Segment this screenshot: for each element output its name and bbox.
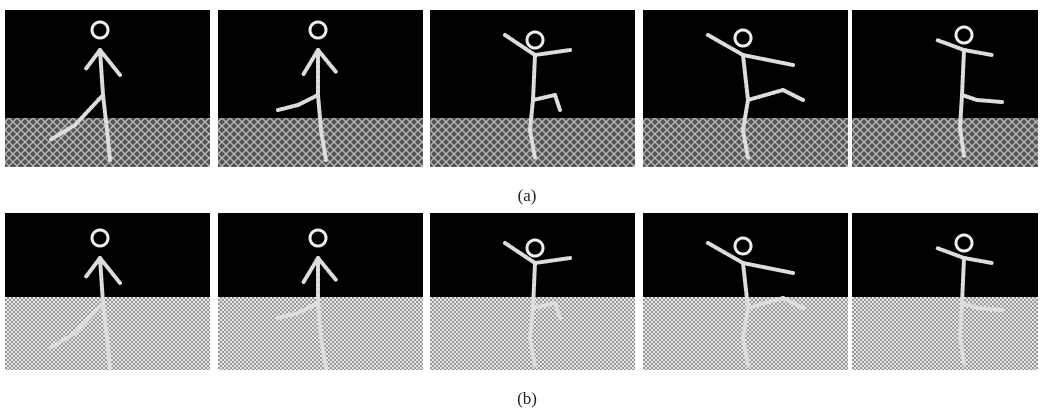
image-panel bbox=[643, 10, 848, 167]
image-panel bbox=[852, 213, 1038, 370]
floor bbox=[852, 297, 1038, 370]
image-panel bbox=[430, 213, 635, 370]
figure: (a) (b) bbox=[0, 0, 1044, 413]
image-panel bbox=[218, 10, 423, 167]
caption: (a) bbox=[518, 186, 537, 205]
skeleton-bone bbox=[977, 100, 1002, 102]
image-panel bbox=[218, 213, 423, 370]
skeleton-bone bbox=[533, 55, 535, 100]
caption: (b) bbox=[517, 389, 537, 408]
skeleton-bone bbox=[962, 50, 964, 95]
floor bbox=[852, 118, 1038, 167]
image-panel bbox=[5, 10, 210, 167]
image-panel bbox=[430, 10, 635, 167]
image-panel bbox=[852, 10, 1038, 167]
skeleton-bone bbox=[960, 95, 962, 128]
image-panel bbox=[643, 213, 848, 370]
skeleton-bone bbox=[962, 258, 964, 303]
skeleton-bone bbox=[977, 308, 1002, 310]
skeleton-bone bbox=[533, 263, 535, 308]
image-panel bbox=[5, 213, 210, 370]
skeleton-bone bbox=[960, 303, 962, 336]
